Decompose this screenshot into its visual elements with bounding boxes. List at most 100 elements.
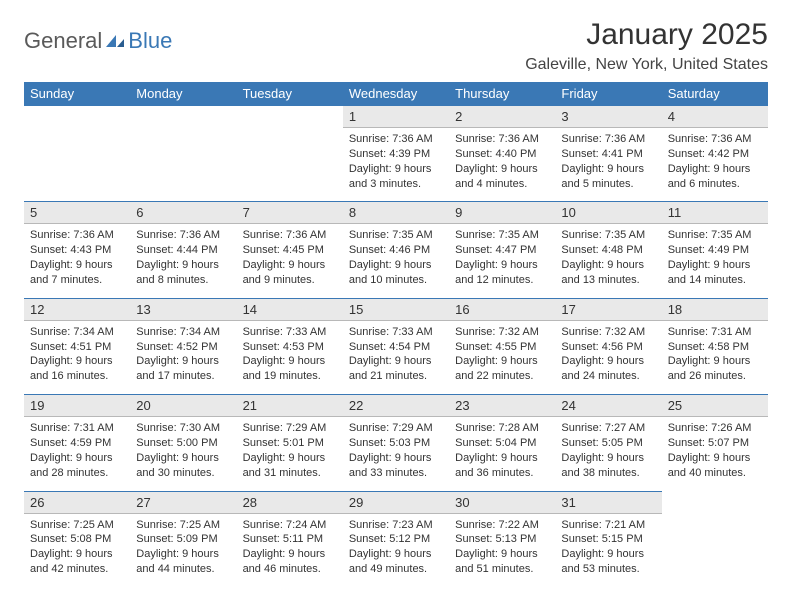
logo-text-blue: Blue — [128, 28, 172, 54]
weekday-header: Monday — [130, 82, 236, 106]
day-detail-cell — [130, 128, 236, 202]
day-number: 18 — [662, 299, 768, 320]
day-detail-cell: Sunrise: 7:34 AMSunset: 4:51 PMDaylight:… — [24, 320, 130, 394]
detail-row: Sunrise: 7:25 AMSunset: 5:08 PMDaylight:… — [24, 513, 768, 587]
detail-row: Sunrise: 7:36 AMSunset: 4:43 PMDaylight:… — [24, 224, 768, 298]
day-number-cell: 10 — [555, 202, 661, 224]
day-detail-cell: Sunrise: 7:27 AMSunset: 5:05 PMDaylight:… — [555, 417, 661, 491]
day-detail-cell: Sunrise: 7:34 AMSunset: 4:52 PMDaylight:… — [130, 320, 236, 394]
day-number-cell: 5 — [24, 202, 130, 224]
day-details: Sunrise: 7:26 AMSunset: 5:07 PMDaylight:… — [662, 417, 768, 482]
detail-row: Sunrise: 7:34 AMSunset: 4:51 PMDaylight:… — [24, 320, 768, 394]
day-detail-cell: Sunrise: 7:29 AMSunset: 5:03 PMDaylight:… — [343, 417, 449, 491]
day-details: Sunrise: 7:36 AMSunset: 4:41 PMDaylight:… — [555, 128, 661, 193]
weekday-header: Saturday — [662, 82, 768, 106]
day-detail-cell — [237, 128, 343, 202]
day-number: 28 — [237, 492, 343, 513]
day-detail-cell: Sunrise: 7:33 AMSunset: 4:54 PMDaylight:… — [343, 320, 449, 394]
day-number-cell: 29 — [343, 491, 449, 513]
day-number-cell: 24 — [555, 395, 661, 417]
day-detail-cell: Sunrise: 7:36 AMSunset: 4:41 PMDaylight:… — [555, 128, 661, 202]
day-detail-cell: Sunrise: 7:35 AMSunset: 4:48 PMDaylight:… — [555, 224, 661, 298]
day-number-cell: 11 — [662, 202, 768, 224]
day-detail-cell: Sunrise: 7:36 AMSunset: 4:45 PMDaylight:… — [237, 224, 343, 298]
day-details: Sunrise: 7:34 AMSunset: 4:52 PMDaylight:… — [130, 321, 236, 386]
day-details: Sunrise: 7:31 AMSunset: 4:59 PMDaylight:… — [24, 417, 130, 482]
day-details: Sunrise: 7:25 AMSunset: 5:09 PMDaylight:… — [130, 514, 236, 579]
day-number-cell: 16 — [449, 298, 555, 320]
day-number-cell: 25 — [662, 395, 768, 417]
day-number: 24 — [555, 395, 661, 416]
day-details: Sunrise: 7:36 AMSunset: 4:43 PMDaylight:… — [24, 224, 130, 289]
day-detail-cell: Sunrise: 7:33 AMSunset: 4:53 PMDaylight:… — [237, 320, 343, 394]
day-detail-cell: Sunrise: 7:32 AMSunset: 4:56 PMDaylight:… — [555, 320, 661, 394]
day-detail-cell: Sunrise: 7:25 AMSunset: 5:08 PMDaylight:… — [24, 513, 130, 587]
day-number-cell: 6 — [130, 202, 236, 224]
day-number-cell: 13 — [130, 298, 236, 320]
day-number: 2 — [449, 106, 555, 127]
day-number: 5 — [24, 202, 130, 223]
day-number-cell: 30 — [449, 491, 555, 513]
day-number-cell: 7 — [237, 202, 343, 224]
day-number: 11 — [662, 202, 768, 223]
daynum-row: 19202122232425 — [24, 395, 768, 417]
day-detail-cell: Sunrise: 7:29 AMSunset: 5:01 PMDaylight:… — [237, 417, 343, 491]
day-number: 4 — [662, 106, 768, 127]
day-details: Sunrise: 7:23 AMSunset: 5:12 PMDaylight:… — [343, 514, 449, 579]
weekday-header: Tuesday — [237, 82, 343, 106]
day-details: Sunrise: 7:35 AMSunset: 4:47 PMDaylight:… — [449, 224, 555, 289]
day-number: 13 — [130, 299, 236, 320]
day-number-cell: 20 — [130, 395, 236, 417]
day-number: 31 — [555, 492, 661, 513]
day-number: 25 — [662, 395, 768, 416]
day-number-cell: 22 — [343, 395, 449, 417]
day-number: 9 — [449, 202, 555, 223]
day-detail-cell: Sunrise: 7:35 AMSunset: 4:47 PMDaylight:… — [449, 224, 555, 298]
detail-row: Sunrise: 7:31 AMSunset: 4:59 PMDaylight:… — [24, 417, 768, 491]
day-details: Sunrise: 7:24 AMSunset: 5:11 PMDaylight:… — [237, 514, 343, 579]
weekday-header: Sunday — [24, 82, 130, 106]
day-detail-cell: Sunrise: 7:35 AMSunset: 4:46 PMDaylight:… — [343, 224, 449, 298]
day-detail-cell — [24, 128, 130, 202]
weekday-header-row: SundayMondayTuesdayWednesdayThursdayFrid… — [24, 82, 768, 106]
day-detail-cell: Sunrise: 7:36 AMSunset: 4:44 PMDaylight:… — [130, 224, 236, 298]
day-number-cell — [130, 106, 236, 128]
daynum-row: 1234 — [24, 106, 768, 128]
day-details: Sunrise: 7:36 AMSunset: 4:44 PMDaylight:… — [130, 224, 236, 289]
day-detail-cell — [662, 513, 768, 587]
weekday-header: Thursday — [449, 82, 555, 106]
day-details: Sunrise: 7:34 AMSunset: 4:51 PMDaylight:… — [24, 321, 130, 386]
day-number-cell: 8 — [343, 202, 449, 224]
day-number-cell — [237, 106, 343, 128]
day-detail-cell: Sunrise: 7:30 AMSunset: 5:00 PMDaylight:… — [130, 417, 236, 491]
day-details: Sunrise: 7:29 AMSunset: 5:03 PMDaylight:… — [343, 417, 449, 482]
day-number-cell: 31 — [555, 491, 661, 513]
brand-logo: General Blue — [24, 18, 172, 54]
day-number-cell: 12 — [24, 298, 130, 320]
day-details: Sunrise: 7:36 AMSunset: 4:42 PMDaylight:… — [662, 128, 768, 193]
day-number-cell: 15 — [343, 298, 449, 320]
day-details: Sunrise: 7:35 AMSunset: 4:48 PMDaylight:… — [555, 224, 661, 289]
day-number-cell: 3 — [555, 106, 661, 128]
day-detail-cell: Sunrise: 7:22 AMSunset: 5:13 PMDaylight:… — [449, 513, 555, 587]
day-details: Sunrise: 7:35 AMSunset: 4:46 PMDaylight:… — [343, 224, 449, 289]
day-number-cell — [662, 491, 768, 513]
day-number-cell — [24, 106, 130, 128]
day-number: 26 — [24, 492, 130, 513]
day-detail-cell: Sunrise: 7:35 AMSunset: 4:49 PMDaylight:… — [662, 224, 768, 298]
day-number-cell: 14 — [237, 298, 343, 320]
day-detail-cell: Sunrise: 7:25 AMSunset: 5:09 PMDaylight:… — [130, 513, 236, 587]
day-detail-cell: Sunrise: 7:23 AMSunset: 5:12 PMDaylight:… — [343, 513, 449, 587]
day-number: 1 — [343, 106, 449, 127]
day-number: 29 — [343, 492, 449, 513]
day-number: 19 — [24, 395, 130, 416]
day-detail-cell: Sunrise: 7:21 AMSunset: 5:15 PMDaylight:… — [555, 513, 661, 587]
logo-text-general: General — [24, 28, 102, 54]
day-number-cell: 19 — [24, 395, 130, 417]
day-detail-cell: Sunrise: 7:31 AMSunset: 4:59 PMDaylight:… — [24, 417, 130, 491]
day-details: Sunrise: 7:31 AMSunset: 4:58 PMDaylight:… — [662, 321, 768, 386]
day-number-cell: 28 — [237, 491, 343, 513]
day-number: 23 — [449, 395, 555, 416]
day-number: 15 — [343, 299, 449, 320]
header: General Blue January 2025 Galeville, New… — [24, 18, 768, 74]
